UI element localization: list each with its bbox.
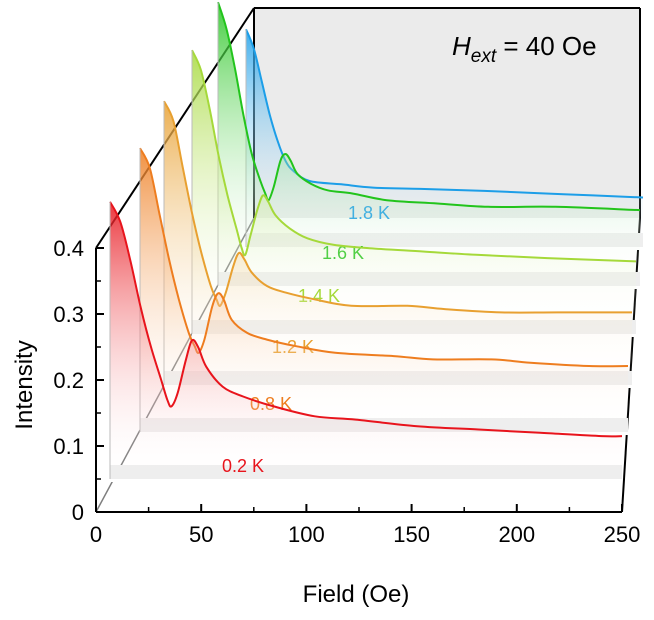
annotation-rest: = 40 Oe bbox=[496, 31, 596, 61]
x-axis-title: Field (Oe) bbox=[303, 581, 410, 608]
back-wall bbox=[254, 8, 640, 218]
series-line bbox=[217, 1, 641, 212]
annotation-main: H bbox=[452, 31, 471, 61]
x-tick-label: 250 bbox=[604, 522, 641, 547]
series-fill bbox=[192, 50, 636, 334]
y-tick-label: 0.1 bbox=[53, 434, 84, 459]
series-fill bbox=[218, 2, 640, 286]
y-tick-label: 0.4 bbox=[53, 236, 84, 261]
x-tick-label: 0 bbox=[90, 522, 102, 547]
series-line bbox=[139, 147, 629, 368]
series-line bbox=[109, 201, 623, 438]
y-axis-title: Intensity bbox=[11, 340, 38, 429]
axis-ticks: 0 50 100 150 200 250 0 0.1 0.2 0.3 0.4 bbox=[53, 236, 640, 547]
series-base bbox=[110, 479, 622, 482]
x-tick-label: 50 bbox=[189, 522, 213, 547]
field-annotation: Hext = 40 Oe bbox=[452, 31, 597, 67]
series-line bbox=[191, 49, 637, 263]
annotation-sub: ext bbox=[471, 46, 497, 67]
y-tick-label: 0.2 bbox=[53, 368, 84, 393]
x-tick-label: 200 bbox=[498, 522, 535, 547]
series-label-1: 0.2 K bbox=[222, 456, 264, 476]
series-line bbox=[163, 100, 632, 314]
x-tick-label: 100 bbox=[288, 522, 325, 547]
x-tick-label: 150 bbox=[393, 522, 430, 547]
series-fill bbox=[110, 201, 622, 480]
y-tick-label: 0 bbox=[72, 500, 84, 525]
series-group: 1.8 K1.6 K1.4 K1.2 K0.8 K0.2 K bbox=[109, 1, 644, 482]
series-fill bbox=[164, 101, 632, 385]
y-tick-label: 0.3 bbox=[53, 302, 84, 327]
